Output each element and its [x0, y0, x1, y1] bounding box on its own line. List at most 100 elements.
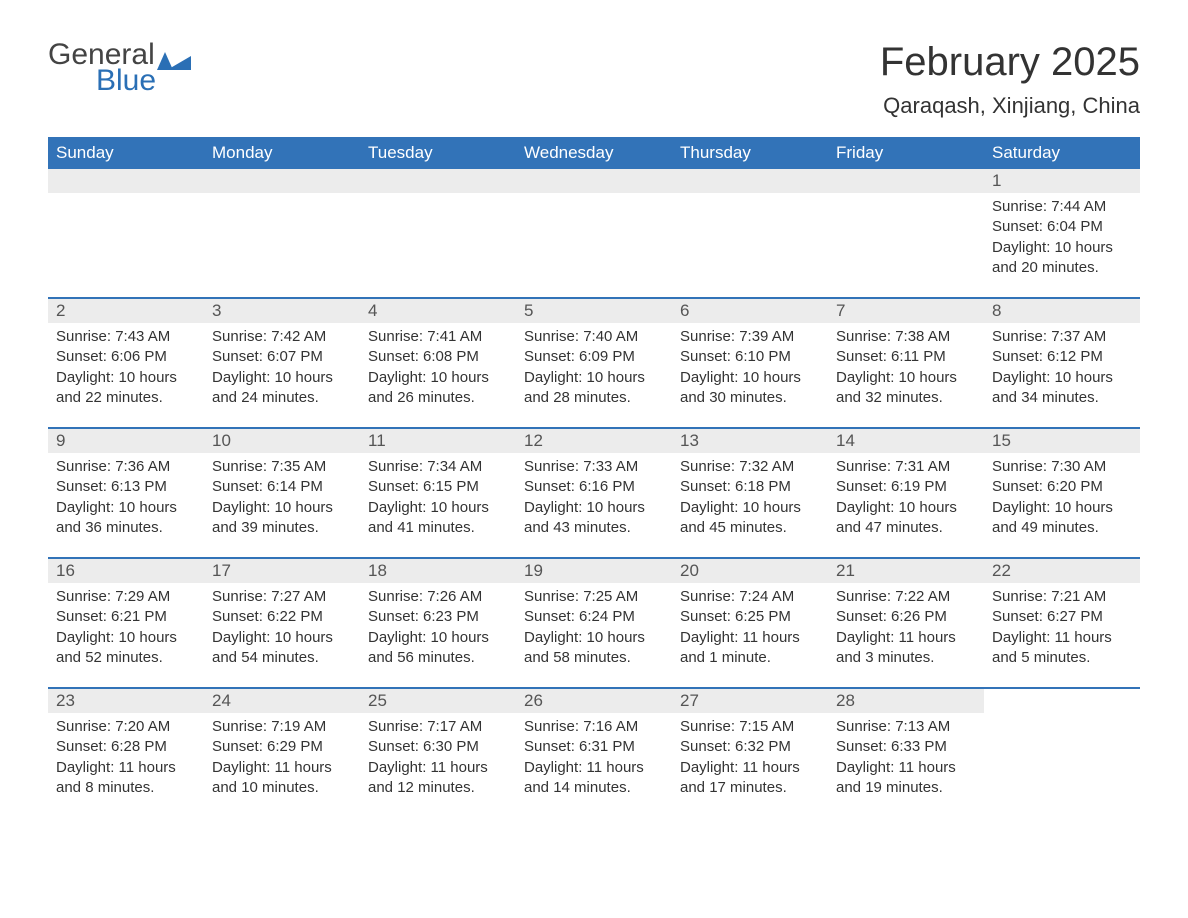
day-cell: 10Sunrise: 7:35 AMSunset: 6:14 PMDayligh… — [204, 429, 360, 557]
day-daylight1: Daylight: 10 hours — [212, 628, 352, 648]
day-number — [516, 169, 672, 193]
day-sunset: Sunset: 6:07 PM — [212, 347, 352, 367]
weeks-container: 1Sunrise: 7:44 AMSunset: 6:04 PMDaylight… — [48, 169, 1140, 817]
calendar: Sunday Monday Tuesday Wednesday Thursday… — [48, 137, 1140, 817]
day-sunset: Sunset: 6:06 PM — [56, 347, 196, 367]
day-daylight1: Daylight: 11 hours — [524, 758, 664, 778]
day-sunrise: Sunrise: 7:42 AM — [212, 327, 352, 347]
day-number: 4 — [360, 299, 516, 323]
day-sunset: Sunset: 6:31 PM — [524, 737, 664, 757]
day-cell: 14Sunrise: 7:31 AMSunset: 6:19 PMDayligh… — [828, 429, 984, 557]
logo-flag-icon — [157, 46, 191, 70]
day-number: 1 — [984, 169, 1140, 193]
week-row: 9Sunrise: 7:36 AMSunset: 6:13 PMDaylight… — [48, 427, 1140, 557]
day-content: Sunrise: 7:39 AMSunset: 6:10 PMDaylight:… — [672, 323, 828, 420]
day-daylight1: Daylight: 10 hours — [56, 368, 196, 388]
day-sunrise: Sunrise: 7:25 AM — [524, 587, 664, 607]
day-cell — [984, 689, 1140, 817]
page-subtitle: Qaraqash, Xinjiang, China — [880, 93, 1140, 119]
day-sunrise: Sunrise: 7:40 AM — [524, 327, 664, 347]
day-daylight1: Daylight: 10 hours — [836, 368, 976, 388]
day-daylight2: and 8 minutes. — [56, 778, 196, 798]
weekday-header: Saturday — [984, 137, 1140, 169]
day-daylight2: and 36 minutes. — [56, 518, 196, 538]
day-cell — [48, 169, 204, 297]
day-content: Sunrise: 7:20 AMSunset: 6:28 PMDaylight:… — [48, 713, 204, 810]
weekday-header: Friday — [828, 137, 984, 169]
day-content: Sunrise: 7:34 AMSunset: 6:15 PMDaylight:… — [360, 453, 516, 550]
day-number: 17 — [204, 559, 360, 583]
day-sunrise: Sunrise: 7:41 AM — [368, 327, 508, 347]
day-number — [984, 689, 1140, 713]
day-number — [828, 169, 984, 193]
day-content: Sunrise: 7:31 AMSunset: 6:19 PMDaylight:… — [828, 453, 984, 550]
day-sunrise: Sunrise: 7:38 AM — [836, 327, 976, 347]
day-sunrise: Sunrise: 7:35 AM — [212, 457, 352, 477]
day-daylight2: and 28 minutes. — [524, 388, 664, 408]
week-row: 1Sunrise: 7:44 AMSunset: 6:04 PMDaylight… — [48, 169, 1140, 297]
day-number: 13 — [672, 429, 828, 453]
day-content: Sunrise: 7:32 AMSunset: 6:18 PMDaylight:… — [672, 453, 828, 550]
day-daylight1: Daylight: 10 hours — [992, 368, 1132, 388]
day-daylight1: Daylight: 10 hours — [56, 498, 196, 518]
day-sunrise: Sunrise: 7:37 AM — [992, 327, 1132, 347]
weekday-header: Wednesday — [516, 137, 672, 169]
day-daylight1: Daylight: 11 hours — [680, 758, 820, 778]
day-sunset: Sunset: 6:19 PM — [836, 477, 976, 497]
day-content: Sunrise: 7:44 AMSunset: 6:04 PMDaylight:… — [984, 193, 1140, 290]
day-sunrise: Sunrise: 7:19 AM — [212, 717, 352, 737]
header: General Blue February 2025 Qaraqash, Xin… — [48, 40, 1140, 119]
day-daylight1: Daylight: 11 hours — [992, 628, 1132, 648]
week-row: 2Sunrise: 7:43 AMSunset: 6:06 PMDaylight… — [48, 297, 1140, 427]
day-daylight1: Daylight: 10 hours — [524, 368, 664, 388]
day-cell: 22Sunrise: 7:21 AMSunset: 6:27 PMDayligh… — [984, 559, 1140, 687]
day-daylight1: Daylight: 11 hours — [680, 628, 820, 648]
day-sunset: Sunset: 6:09 PM — [524, 347, 664, 367]
day-daylight1: Daylight: 11 hours — [836, 628, 976, 648]
day-content: Sunrise: 7:43 AMSunset: 6:06 PMDaylight:… — [48, 323, 204, 420]
day-sunset: Sunset: 6:29 PM — [212, 737, 352, 757]
day-cell: 27Sunrise: 7:15 AMSunset: 6:32 PMDayligh… — [672, 689, 828, 817]
day-sunset: Sunset: 6:13 PM — [56, 477, 196, 497]
day-number: 10 — [204, 429, 360, 453]
day-cell: 9Sunrise: 7:36 AMSunset: 6:13 PMDaylight… — [48, 429, 204, 557]
day-content: Sunrise: 7:38 AMSunset: 6:11 PMDaylight:… — [828, 323, 984, 420]
day-daylight2: and 39 minutes. — [212, 518, 352, 538]
day-daylight2: and 1 minute. — [680, 648, 820, 668]
day-cell: 7Sunrise: 7:38 AMSunset: 6:11 PMDaylight… — [828, 299, 984, 427]
day-sunset: Sunset: 6:27 PM — [992, 607, 1132, 627]
day-number: 24 — [204, 689, 360, 713]
day-number: 27 — [672, 689, 828, 713]
day-sunset: Sunset: 6:20 PM — [992, 477, 1132, 497]
day-sunset: Sunset: 6:24 PM — [524, 607, 664, 627]
day-cell — [360, 169, 516, 297]
day-cell: 25Sunrise: 7:17 AMSunset: 6:30 PMDayligh… — [360, 689, 516, 817]
day-content: Sunrise: 7:29 AMSunset: 6:21 PMDaylight:… — [48, 583, 204, 680]
day-daylight1: Daylight: 10 hours — [368, 628, 508, 648]
day-content: Sunrise: 7:25 AMSunset: 6:24 PMDaylight:… — [516, 583, 672, 680]
day-sunset: Sunset: 6:16 PM — [524, 477, 664, 497]
day-cell: 18Sunrise: 7:26 AMSunset: 6:23 PMDayligh… — [360, 559, 516, 687]
day-daylight2: and 12 minutes. — [368, 778, 508, 798]
day-daylight1: Daylight: 10 hours — [212, 498, 352, 518]
title-block: February 2025 Qaraqash, Xinjiang, China — [880, 40, 1140, 119]
day-daylight2: and 34 minutes. — [992, 388, 1132, 408]
day-daylight1: Daylight: 10 hours — [524, 498, 664, 518]
day-content: Sunrise: 7:35 AMSunset: 6:14 PMDaylight:… — [204, 453, 360, 550]
day-number: 26 — [516, 689, 672, 713]
day-daylight2: and 24 minutes. — [212, 388, 352, 408]
day-sunrise: Sunrise: 7:13 AM — [836, 717, 976, 737]
day-daylight1: Daylight: 10 hours — [992, 498, 1132, 518]
day-sunset: Sunset: 6:33 PM — [836, 737, 976, 757]
day-sunset: Sunset: 6:04 PM — [992, 217, 1132, 237]
day-sunrise: Sunrise: 7:34 AM — [368, 457, 508, 477]
day-number: 3 — [204, 299, 360, 323]
day-sunrise: Sunrise: 7:33 AM — [524, 457, 664, 477]
day-number: 23 — [48, 689, 204, 713]
day-daylight2: and 52 minutes. — [56, 648, 196, 668]
week-row: 16Sunrise: 7:29 AMSunset: 6:21 PMDayligh… — [48, 557, 1140, 687]
weekday-header: Sunday — [48, 137, 204, 169]
day-sunset: Sunset: 6:08 PM — [368, 347, 508, 367]
day-cell — [516, 169, 672, 297]
day-sunrise: Sunrise: 7:27 AM — [212, 587, 352, 607]
